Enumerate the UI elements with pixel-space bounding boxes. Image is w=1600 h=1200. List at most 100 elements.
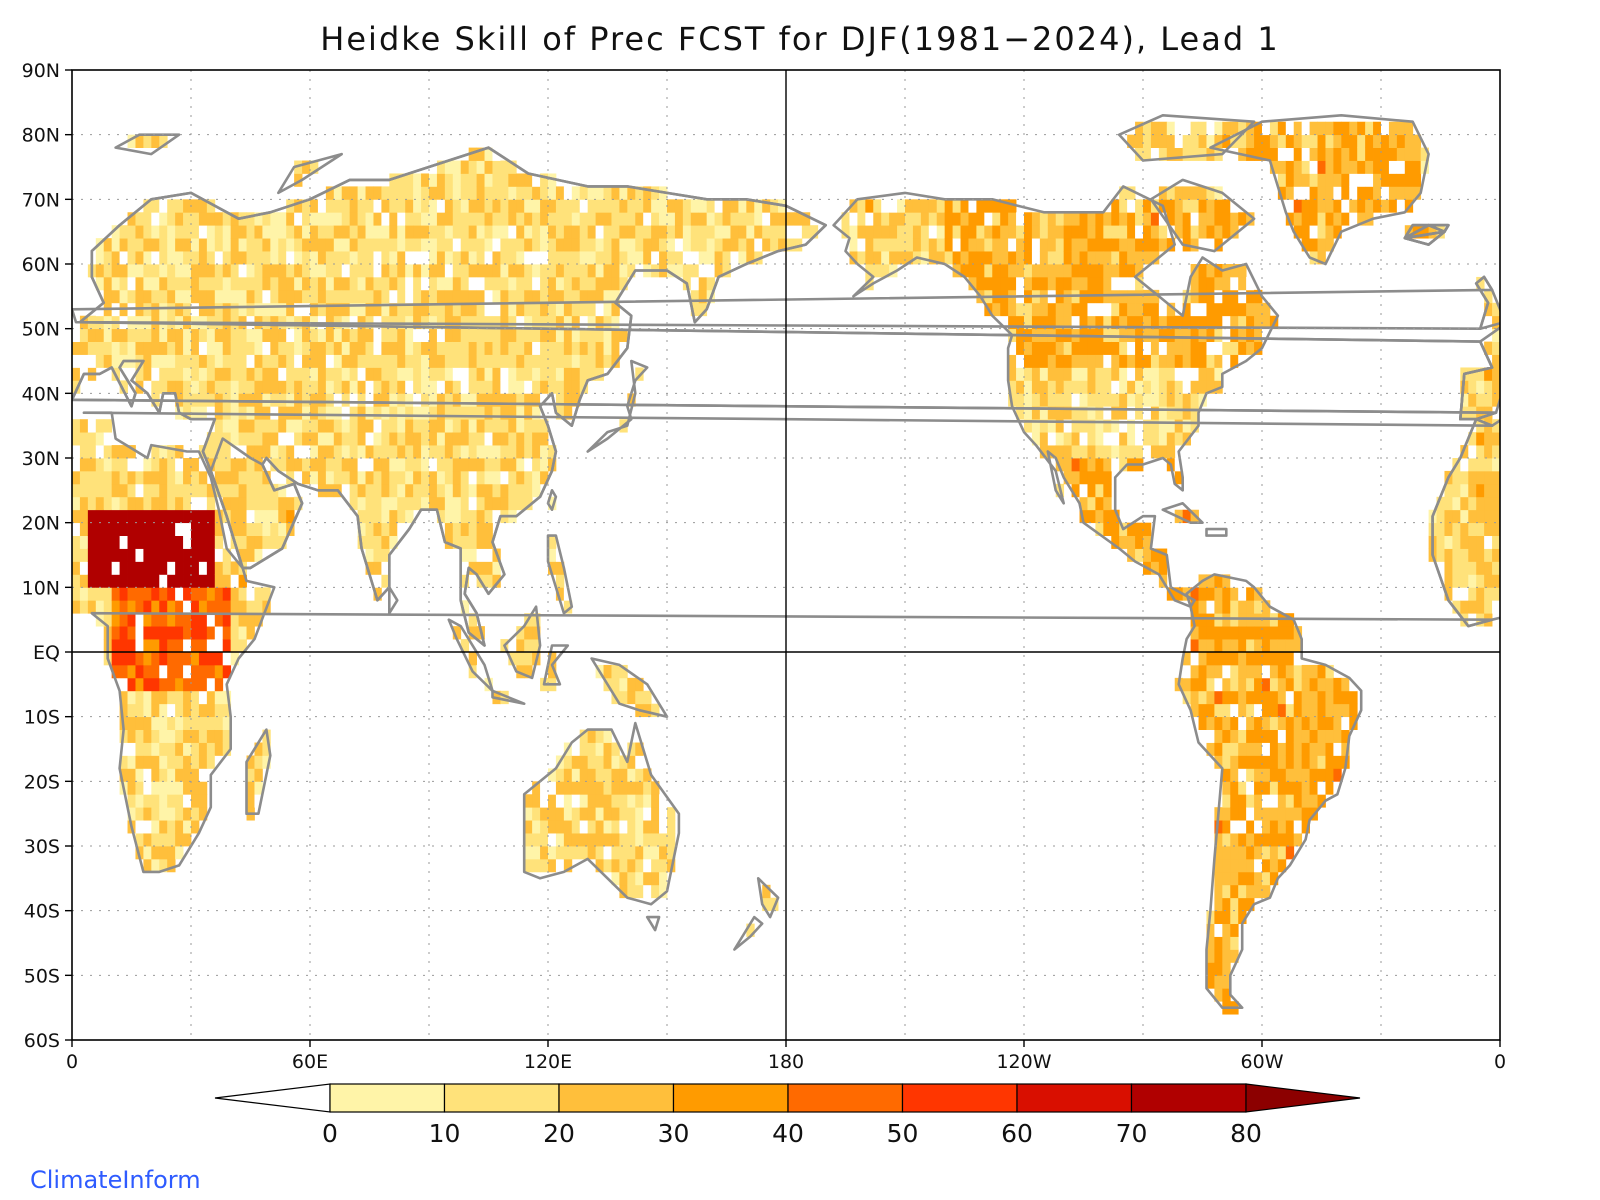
skill-cell	[397, 470, 406, 485]
skill-cell	[1468, 367, 1477, 381]
skill-cell	[754, 199, 763, 213]
skill-cell	[1254, 807, 1263, 821]
skill-cell	[1071, 483, 1080, 498]
skill-cell	[1277, 160, 1287, 174]
skill-cell	[690, 199, 700, 213]
skill-cell	[1396, 147, 1406, 161]
skill-cell	[500, 173, 509, 187]
skill-cell	[1309, 742, 1318, 756]
skill-cell	[484, 458, 493, 472]
skill-cell	[222, 302, 232, 317]
skill-cell	[1444, 561, 1453, 575]
skill-cell	[1222, 910, 1231, 924]
skill-cell	[516, 315, 525, 330]
skill-cell	[159, 626, 168, 640]
skill-cell	[619, 794, 628, 808]
skill-cell	[191, 522, 200, 536]
skill-cell	[246, 768, 255, 782]
skill-cell	[1166, 445, 1176, 459]
skill-cell	[1269, 160, 1279, 174]
skill-cell	[540, 276, 549, 291]
skill-cell	[230, 483, 239, 498]
skill-cell	[1222, 639, 1231, 653]
skill-cell	[246, 380, 255, 394]
skill-cell	[317, 199, 327, 213]
skill-cell	[381, 393, 390, 407]
skill-cell	[183, 264, 192, 278]
skill-cell	[135, 794, 144, 808]
skill-cell	[1357, 160, 1366, 174]
skill-cell	[1119, 445, 1128, 459]
skill-cell	[365, 289, 374, 304]
skill-cell	[508, 419, 517, 433]
skill-cell	[373, 419, 382, 433]
skill-cell	[167, 664, 176, 679]
skill-cell	[1301, 768, 1310, 782]
skill-cell	[1333, 703, 1342, 718]
skill-cell	[579, 302, 589, 317]
skill-cell	[548, 548, 557, 562]
tasmania-outline	[645, 915, 661, 932]
skill-cell	[230, 276, 239, 291]
skill-cell	[873, 225, 882, 239]
skill-cell	[175, 742, 184, 756]
skill-cell	[1143, 548, 1152, 562]
skill-cell	[873, 251, 882, 265]
skill-cell	[183, 613, 192, 627]
skill-cell	[1309, 794, 1318, 808]
skill-cell	[1206, 703, 1215, 718]
skill-cell	[159, 134, 168, 148]
skill-cell	[405, 509, 414, 524]
skill-cell	[429, 380, 438, 394]
skill-cell	[1008, 315, 1017, 330]
skill-cell	[627, 833, 636, 847]
skill-cell	[72, 574, 81, 588]
skill-cell	[1317, 251, 1326, 265]
skill-cell	[1476, 445, 1485, 459]
skill-cell	[1293, 716, 1303, 730]
skill-cell	[436, 289, 446, 304]
skill-cell	[198, 742, 208, 756]
skill-cell	[167, 302, 176, 317]
skill-cell	[1452, 496, 1461, 511]
skill-cell	[310, 354, 319, 368]
skill-cell	[397, 341, 406, 355]
skill-cell	[1182, 406, 1191, 420]
skill-cell	[476, 419, 485, 433]
skill-cell	[706, 199, 715, 213]
skill-cell	[579, 276, 589, 291]
skill-cell	[1039, 406, 1049, 420]
skill-cell	[119, 755, 128, 769]
skill-cell	[579, 264, 589, 278]
skill-cell	[397, 212, 406, 226]
skill-cell	[151, 251, 160, 265]
skill-cell	[881, 264, 890, 278]
skill-cell	[555, 199, 565, 213]
skill-cell	[325, 212, 335, 226]
skill-cell	[1230, 264, 1239, 278]
skill-cell	[579, 186, 589, 200]
skill-cell	[238, 341, 247, 355]
skill-cell	[206, 600, 216, 614]
skill-cell	[524, 483, 533, 498]
skill-cell	[1031, 315, 1041, 330]
skill-cell	[151, 535, 160, 549]
skill-cell	[222, 238, 232, 252]
skill-cell	[524, 794, 533, 808]
page-title: Heidke Skill of Prec FCST for DJF(1981−2…	[320, 20, 1280, 58]
skill-cell	[119, 587, 128, 601]
skill-cell	[532, 238, 541, 252]
skill-cell	[540, 302, 549, 317]
skill-cell	[1492, 393, 1500, 407]
skill-cell	[95, 251, 105, 265]
skill-cell	[1349, 186, 1358, 200]
skill-cell	[1254, 703, 1263, 718]
skill-cell	[333, 212, 343, 226]
skill-cell	[1301, 212, 1310, 226]
skill-cell	[1254, 729, 1263, 743]
skill-cell	[595, 833, 604, 847]
skill-cell	[262, 276, 271, 291]
skill-cell	[476, 251, 485, 265]
skill-cell	[1174, 147, 1184, 161]
skill-cell	[373, 302, 382, 317]
